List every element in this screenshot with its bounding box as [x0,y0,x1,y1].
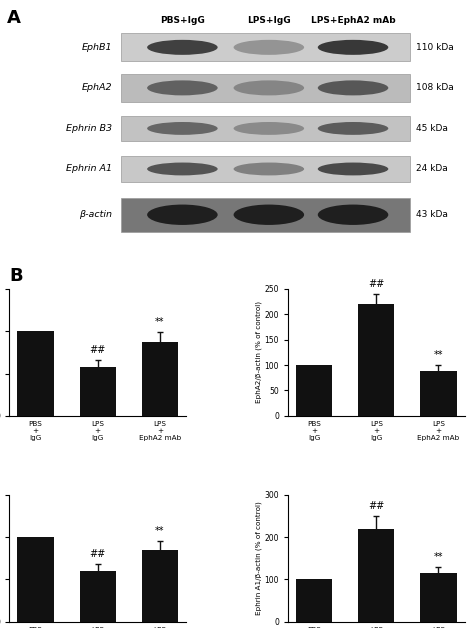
Ellipse shape [234,80,304,95]
Text: LPS+EphA2 mAb: LPS+EphA2 mAb [311,16,395,25]
Text: **: ** [434,350,443,360]
Text: **: ** [155,526,164,536]
Bar [121,33,410,61]
Text: A: A [7,9,21,28]
Text: 43 kDa: 43 kDa [416,210,448,219]
Ellipse shape [318,80,388,95]
Bar [121,156,410,181]
Text: B: B [9,268,23,286]
Ellipse shape [234,163,304,175]
Bar [121,116,410,141]
Bar [358,304,394,416]
Ellipse shape [147,205,218,225]
Ellipse shape [234,122,304,135]
Bar [358,529,394,622]
Bar [121,74,410,102]
Text: ##: ## [368,501,384,511]
Text: PBS+IgG: PBS+IgG [160,16,205,25]
Ellipse shape [318,205,388,225]
Bar [18,537,54,622]
Y-axis label: EphA2/β-actin (% of control): EphA2/β-actin (% of control) [255,301,262,403]
Bar [296,580,332,622]
Bar [142,342,178,416]
Text: 24 kDa: 24 kDa [416,165,447,173]
Text: LPS+IgG: LPS+IgG [247,16,291,25]
Ellipse shape [234,40,304,55]
Y-axis label: Ephrin A1/β-actin (% of control): Ephrin A1/β-actin (% of control) [255,501,262,615]
Bar [296,365,332,416]
Bar [80,367,116,416]
Text: ##: ## [90,549,106,559]
Text: ##: ## [90,345,106,355]
Bar [18,331,54,416]
Text: β-actin: β-actin [79,210,112,219]
Ellipse shape [318,163,388,175]
Text: EphA2: EphA2 [82,84,112,92]
Ellipse shape [147,163,218,175]
Text: Ephrin A1: Ephrin A1 [66,165,112,173]
Bar [142,550,178,622]
Text: ##: ## [368,279,384,289]
Text: **: ** [434,551,443,561]
Text: 45 kDa: 45 kDa [416,124,448,133]
Ellipse shape [147,40,218,55]
Bar [420,573,456,622]
Bar [80,571,116,622]
Bar [121,198,410,232]
Text: Ephrin B3: Ephrin B3 [66,124,112,133]
Text: 110 kDa: 110 kDa [416,43,454,52]
Bar [420,371,456,416]
Text: **: ** [155,317,164,327]
Ellipse shape [318,40,388,55]
Ellipse shape [318,122,388,135]
Ellipse shape [147,122,218,135]
Ellipse shape [147,80,218,95]
Text: 108 kDa: 108 kDa [416,84,454,92]
Text: EphB1: EphB1 [82,43,112,52]
Ellipse shape [234,205,304,225]
